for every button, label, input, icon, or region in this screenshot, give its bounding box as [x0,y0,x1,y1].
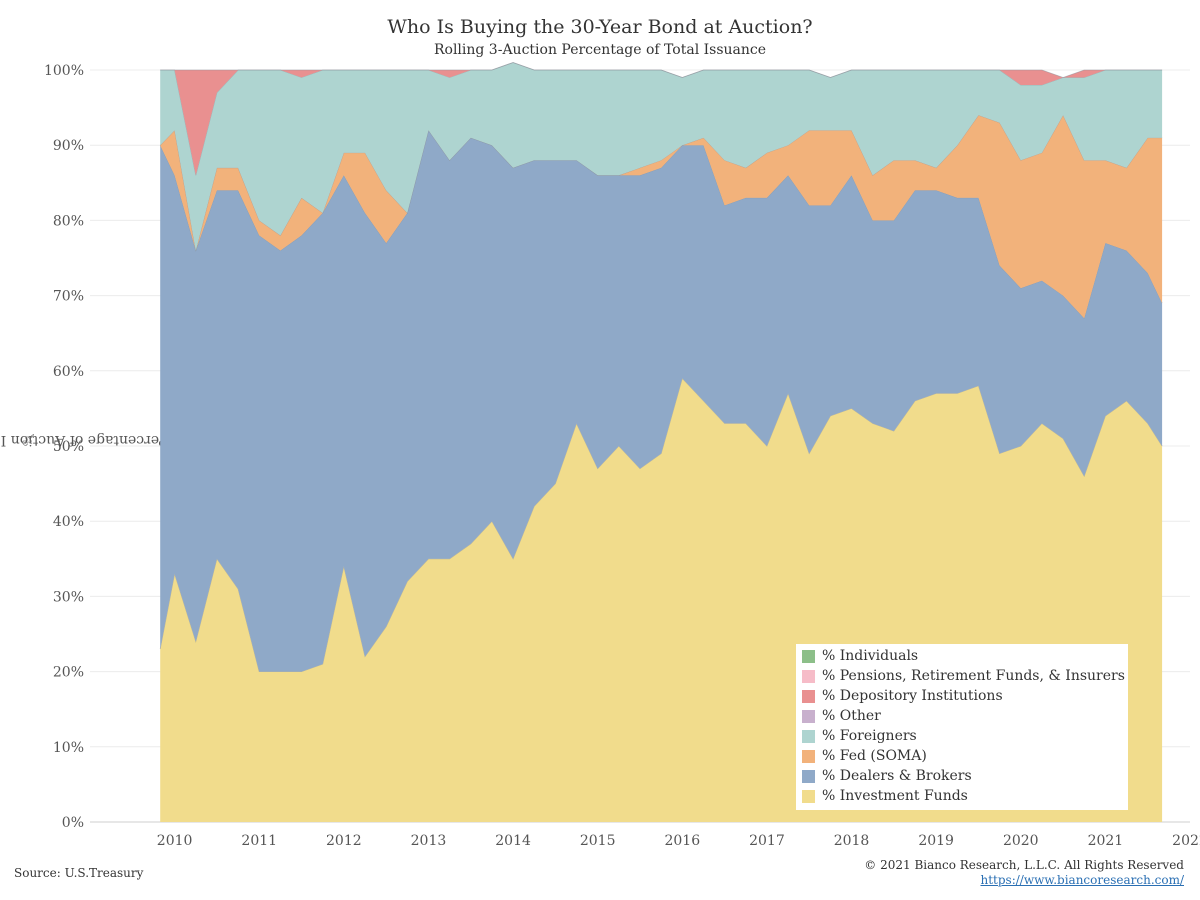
x-tick-label: 2019 [918,833,954,849]
y-tick-label: 40% [53,514,84,530]
copyright-block: © 2021 Bianco Research, L.L.C. All Right… [864,858,1184,888]
website-link[interactable]: https://www.biancoresearch.com/ [980,873,1184,887]
legend-label: % Depository Institutions [822,688,1003,704]
x-tick-label: 2017 [749,833,785,849]
legend-item[interactable]: % Fed (SOMA) [802,746,927,766]
area-dealers-brokers [160,130,1163,672]
x-tick-label: 2022 [1172,833,1200,849]
x-tick-label: 2015 [580,833,616,849]
legend-swatch [802,649,815,663]
y-tick-label: 80% [53,213,84,229]
y-tick-label: 100% [44,63,84,79]
legend-swatch [802,689,815,703]
y-tick-label: 60% [53,364,84,380]
y-tick-label: 90% [53,138,84,154]
y-tick-label: 70% [53,289,84,305]
area-boundary-line [160,62,1163,78]
y-tick-label: 10% [53,740,84,756]
area-foreigners [160,62,1163,251]
area-fed-soma [160,115,1163,319]
y-tick-label: 50% [53,439,84,455]
x-tick-label: 2014 [495,833,531,849]
legend-label: % Other [822,708,881,724]
copyright-text: © 2021 Bianco Research, L.L.C. All Right… [864,858,1184,872]
legend-item[interactable]: % Other [802,706,881,726]
legend-swatch [802,729,815,743]
legend-label: % Dealers & Brokers [822,768,972,784]
legend-swatch [802,709,815,723]
legend-item[interactable]: % Foreigners [802,726,917,746]
chart-title: Who Is Buying the 30-Year Bond at Auctio… [387,16,813,38]
legend-label: % Fed (SOMA) [822,748,927,764]
x-tick-label: 2012 [326,833,362,849]
legend-swatch [802,789,815,803]
legend-label: % Individuals [822,648,919,664]
legend-item[interactable]: % Individuals [802,646,918,666]
legend-swatch [802,749,815,763]
x-tick-label: 2013 [411,833,447,849]
chart-legend: % Individuals % Pensions, Retirement Fund… [796,644,1128,810]
legend-item[interactable]: % Depository Institutions [802,686,1003,706]
source-note: Source: U.S.Treasury [14,866,144,880]
legend-swatch [802,769,815,783]
y-tick-label: 20% [53,665,84,681]
legend-item[interactable]: % Dealers & Brokers [802,766,972,786]
legend-item[interactable]: % Pensions, Retirement Funds, & Insurers [802,666,1125,686]
chart-subtitle: Rolling 3-Auction Percentage of Total Is… [433,42,767,58]
x-tick-label: 2020 [1003,833,1039,849]
legend-label: % Foreigners [822,728,917,744]
y-tick-label: 30% [53,589,84,605]
x-tick-label: 2021 [1088,833,1124,849]
legend-swatch [802,669,815,683]
legend-label: % Investment Funds [822,788,968,804]
x-tick-label: 2018 [834,833,870,849]
legend-label: % Pensions, Retirement Funds, & Insurers [822,668,1125,684]
x-tick-label: 2011 [241,833,277,849]
x-tick-label: 2010 [157,833,193,849]
legend-item[interactable]: % Investment Funds [802,786,968,806]
x-tick-label: 2016 [664,833,700,849]
y-tick-label: 0% [62,815,84,831]
